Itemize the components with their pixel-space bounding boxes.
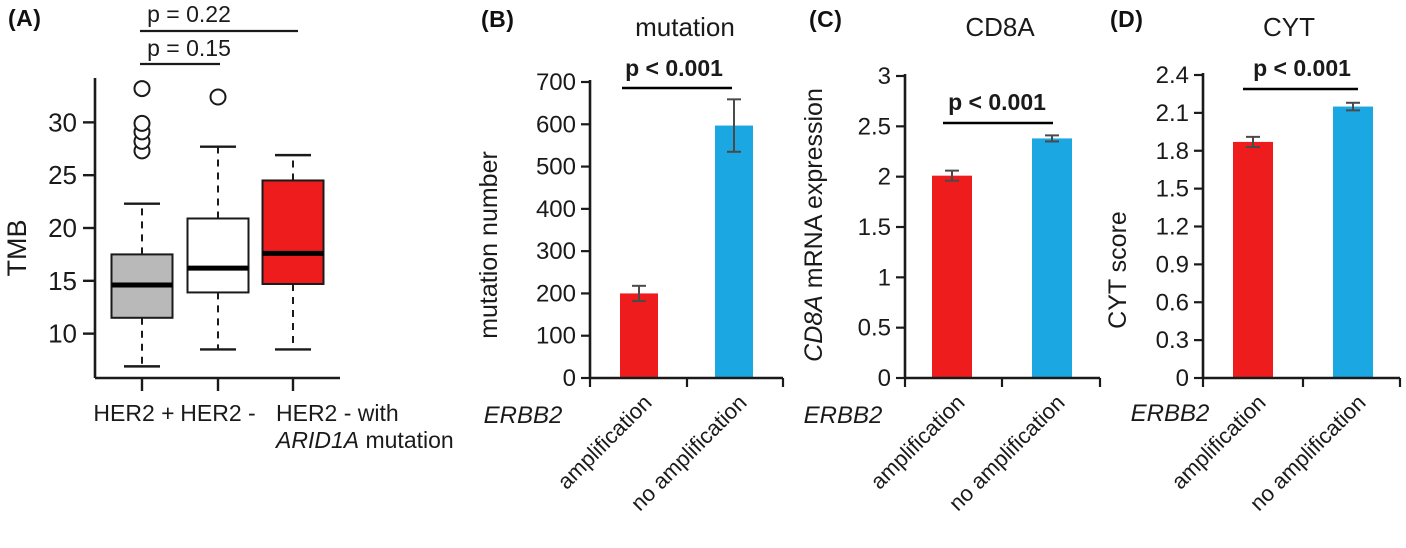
- p-value-label: p < 0.001: [948, 89, 1046, 115]
- y-tick-label: 20: [48, 213, 77, 243]
- y-tick-label: 1.5: [858, 214, 891, 241]
- y-tick-label: 2: [878, 164, 891, 191]
- bar-no-amplification: [1032, 138, 1072, 378]
- p-value-label: p < 0.001: [1253, 55, 1351, 81]
- panel-label-b: (B): [481, 6, 515, 32]
- error-bar: [945, 169, 959, 182]
- box-iqr: [186, 217, 250, 294]
- y-tick-label: 0.3: [1156, 327, 1189, 354]
- chart-title: CYT: [1263, 12, 1315, 42]
- y-tick-label: 500: [536, 154, 576, 181]
- y-tick-label: 0: [563, 365, 576, 392]
- outlier-point: [133, 80, 151, 98]
- panel-label-c: (C): [809, 6, 843, 32]
- panel-label-a: (A): [8, 5, 42, 31]
- outlier-point: [209, 88, 227, 106]
- y-axis-title: TMB: [2, 220, 32, 277]
- x-category-label: amplification: [552, 390, 656, 494]
- y-tick-label: 25: [48, 160, 77, 190]
- panel-d-bar-chart: 0 0.3 0.6 0.9 1.2 1.5 1.8 2.1 2.4 CYT p < 0.001 CYT…: [1106, 12, 1402, 516]
- bar-no-amplification: [715, 125, 753, 378]
- bar-amplification: [620, 293, 658, 378]
- error-bar: [632, 284, 646, 303]
- y-tick-label: 300: [536, 238, 576, 265]
- gene-name-italic: ARID1A: [274, 427, 359, 453]
- y-tick-label: 400: [536, 196, 576, 223]
- boxplot-group-1: [110, 80, 174, 391]
- bar-no-amplification: [1333, 106, 1373, 378]
- y-axis-title: CYT score: [1106, 211, 1132, 329]
- y-tick-label: 30: [48, 107, 77, 137]
- y-tick-label: 15: [48, 266, 77, 296]
- boxplot-group-2: [186, 88, 250, 391]
- x-category-label: HER2 +: [93, 400, 174, 426]
- x-category-label: HER2 -: [180, 400, 255, 426]
- x-category-label: HER2 - with: [276, 400, 399, 426]
- y-tick-label: 2.4: [1156, 62, 1189, 89]
- bar-amplification: [932, 175, 972, 378]
- x-category-label: ARID1A mutation: [274, 427, 454, 453]
- y-tick-label: 600: [536, 111, 576, 138]
- y-tick-label: 700: [536, 69, 576, 96]
- outlier-point: [133, 114, 151, 132]
- y-tick-label: 1.5: [1156, 176, 1189, 203]
- y-tick-label: 0.5: [858, 315, 891, 342]
- error-bar: [1246, 135, 1260, 148]
- panel-label-d: (D): [1110, 6, 1144, 32]
- p-value-label: p = 0.15: [147, 35, 231, 61]
- y-tick-label: 2.5: [858, 113, 891, 140]
- boxplot-group-3: [261, 153, 325, 391]
- y-tick-label: 0.6: [1156, 289, 1189, 316]
- y-tick-label: 0: [878, 365, 891, 392]
- error-bar: [727, 98, 741, 153]
- y-tick-label: 3: [878, 63, 891, 90]
- y-tick-label: 1.8: [1156, 138, 1189, 165]
- y-tick-label: 0.9: [1156, 251, 1189, 278]
- box-iqr: [261, 179, 325, 285]
- error-bar: [1346, 101, 1360, 112]
- y-axis-title: mutation number: [475, 151, 503, 339]
- error-bar: [1045, 134, 1059, 143]
- gene-axis-label: ERBB2: [484, 402, 563, 429]
- y-tick-label: 100: [536, 323, 576, 350]
- y-tick-label: 2.1: [1156, 100, 1189, 127]
- y-tick-label: 1: [878, 264, 891, 291]
- gene-axis-label: ERBB2: [1131, 400, 1210, 427]
- gene-name-italic: CD8A: [800, 295, 828, 362]
- chart-title: mutation: [635, 12, 735, 42]
- y-tick-label: 10: [48, 319, 77, 349]
- panel-c-bar-chart: 0 0.5 1 1.5 2 2.5 3 CD8A p < 0.001 CD8A mRNA expr…: [800, 12, 1102, 516]
- p-value-label: p < 0.001: [625, 55, 723, 81]
- y-axis-title: CD8A mRNA expression: [800, 88, 828, 362]
- bar-amplification: [1233, 141, 1273, 378]
- y-tick-label: 0: [1176, 365, 1189, 392]
- chart-title: CD8A: [965, 12, 1035, 42]
- y-tick-label: 1.2: [1156, 214, 1189, 241]
- panel-b-bar-chart: 0 100 200 300 400 500 600 700 mutation p < 0.001 m…: [475, 12, 785, 516]
- y-tick-label: 200: [536, 280, 576, 307]
- gene-axis-label: ERBB2: [804, 402, 883, 429]
- p-value-label: p = 0.22: [147, 1, 231, 27]
